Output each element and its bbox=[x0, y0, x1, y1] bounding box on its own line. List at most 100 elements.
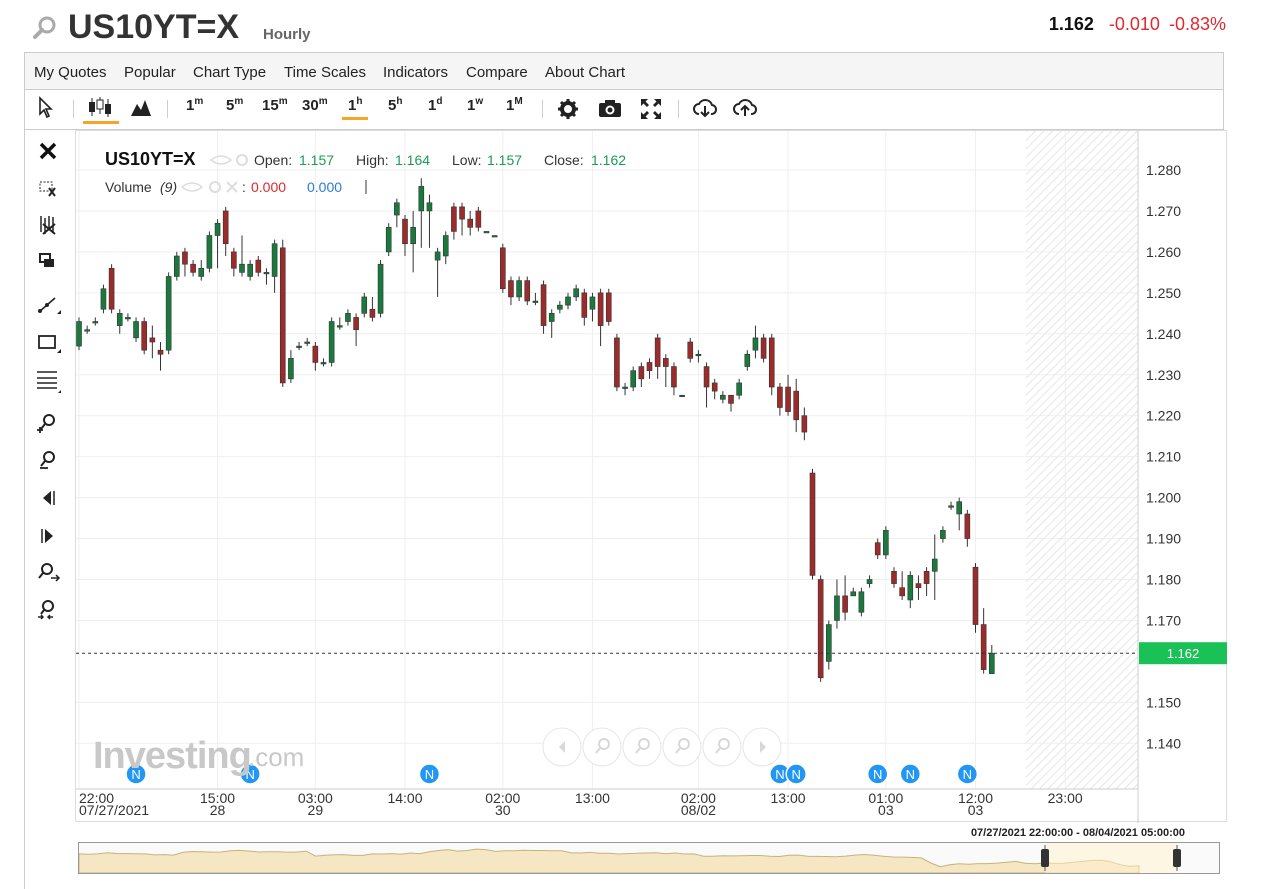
candle-body[interactable] bbox=[940, 530, 946, 539]
candle-body[interactable] bbox=[222, 210, 229, 245]
candle-body[interactable] bbox=[499, 247, 506, 290]
candle-body[interactable] bbox=[263, 272, 270, 275]
candle-body[interactable] bbox=[801, 415, 808, 433]
candle-body[interactable] bbox=[817, 579, 824, 679]
nav-zoom-out-button[interactable] bbox=[622, 727, 662, 767]
candle-body[interactable] bbox=[565, 296, 571, 306]
candle-body[interactable] bbox=[255, 259, 262, 273]
fullscreen-icon[interactable] bbox=[640, 98, 662, 120]
candle-body[interactable] bbox=[809, 472, 816, 576]
candle-body[interactable] bbox=[328, 321, 335, 363]
candle-body[interactable] bbox=[410, 227, 416, 245]
candle-body[interactable] bbox=[736, 382, 742, 396]
candle-body[interactable] bbox=[116, 313, 123, 326]
candle-body[interactable] bbox=[589, 296, 596, 310]
chart-area[interactable]: 1.280 1.270 1.260 1.250 1.240 1.230 1.220 1.210… bbox=[75, 130, 1227, 823]
candle-body[interactable] bbox=[614, 337, 620, 388]
candle-body[interactable] bbox=[353, 317, 359, 331]
area-chart-icon[interactable] bbox=[129, 98, 153, 118]
candle-body[interactable] bbox=[402, 218, 408, 245]
close-icon[interactable] bbox=[35, 138, 61, 164]
candle-body[interactable] bbox=[768, 337, 775, 388]
candle-body[interactable] bbox=[182, 251, 188, 265]
candle-body[interactable] bbox=[695, 353, 702, 357]
candle-body[interactable] bbox=[247, 263, 253, 277]
news-marker[interactable] bbox=[418, 763, 441, 785]
zoom-in-icon[interactable] bbox=[35, 410, 61, 436]
candle-body[interactable] bbox=[459, 206, 465, 220]
candle-body[interactable] bbox=[891, 571, 897, 584]
candle-body[interactable] bbox=[964, 513, 971, 539]
menu-time-scales[interactable]: Time Scales bbox=[284, 64, 366, 81]
candle-body[interactable] bbox=[206, 235, 213, 269]
zoom-out-icon[interactable] bbox=[35, 447, 61, 473]
legend-visibility-eye-icon[interactable] bbox=[209, 155, 233, 165]
layers-icon[interactable] bbox=[35, 249, 61, 275]
candle-body[interactable] bbox=[671, 366, 677, 388]
candle-body[interactable] bbox=[100, 288, 107, 310]
candle-body[interactable] bbox=[907, 575, 914, 601]
trend-line-icon[interactable] bbox=[35, 292, 61, 318]
candle-body[interactable] bbox=[899, 587, 905, 597]
candle-body[interactable] bbox=[377, 263, 384, 314]
candle-body[interactable] bbox=[858, 591, 865, 613]
candle-body[interactable] bbox=[92, 321, 99, 324]
menu-my-quotes[interactable]: My Quotes bbox=[34, 64, 107, 81]
candle-body[interactable] bbox=[394, 202, 400, 216]
menu-about-chart[interactable]: About Chart bbox=[545, 64, 626, 81]
delete-drawings-icon[interactable] bbox=[35, 212, 61, 238]
search-icon[interactable] bbox=[30, 14, 58, 42]
candle-body[interactable] bbox=[703, 366, 710, 388]
candle-body[interactable] bbox=[548, 313, 555, 322]
navigator-overview[interactable] bbox=[78, 843, 1219, 874]
news-marker[interactable] bbox=[125, 763, 147, 785]
nav-zoom-reset-button[interactable] bbox=[702, 727, 742, 767]
candle-body[interactable] bbox=[133, 321, 139, 339]
candle-body[interactable] bbox=[524, 280, 531, 302]
candle-body[interactable] bbox=[174, 255, 180, 277]
candle-body[interactable] bbox=[825, 624, 832, 662]
candle-body[interactable] bbox=[165, 276, 172, 351]
scroll-right-icon[interactable] bbox=[35, 523, 61, 549]
candle-body[interactable] bbox=[336, 325, 343, 328]
candle-body[interactable] bbox=[777, 386, 783, 408]
candle-body[interactable] bbox=[923, 571, 930, 584]
candle-body[interactable] bbox=[931, 558, 938, 572]
candle-body[interactable] bbox=[557, 304, 563, 310]
navigator-left-handle[interactable] bbox=[1041, 845, 1049, 871]
volume-visibility-eye-icon[interactable] bbox=[180, 182, 204, 192]
candle-body[interactable] bbox=[451, 206, 457, 232]
candle-body[interactable] bbox=[842, 595, 848, 613]
upload-cloud-icon[interactable] bbox=[733, 97, 757, 119]
candle-body[interactable] bbox=[662, 358, 669, 367]
volume-remove-icon[interactable] bbox=[226, 181, 238, 193]
rectangle-icon[interactable] bbox=[35, 329, 61, 355]
candle-body[interactable] bbox=[874, 542, 881, 556]
fibonacci-icon[interactable] bbox=[35, 367, 61, 393]
cursor-icon[interactable] bbox=[37, 96, 55, 120]
candle-body[interactable] bbox=[198, 267, 205, 277]
candle-body[interactable] bbox=[597, 292, 604, 326]
timeframe-1m[interactable]: 1m bbox=[186, 96, 204, 114]
news-marker[interactable] bbox=[866, 763, 889, 785]
candle-body[interactable] bbox=[785, 386, 791, 412]
candle-body[interactable] bbox=[361, 296, 368, 314]
nav-zoom-expand-button[interactable] bbox=[662, 727, 702, 767]
candle-body[interactable] bbox=[231, 251, 237, 269]
scroll-left-icon[interactable] bbox=[35, 485, 61, 511]
nav-zoom-in-button[interactable] bbox=[582, 727, 622, 767]
menu-chart-type[interactable]: Chart Type bbox=[193, 64, 267, 81]
candle-body[interactable] bbox=[288, 358, 294, 380]
navigator-right-handle[interactable] bbox=[1173, 845, 1181, 871]
candle-body[interactable] bbox=[467, 218, 474, 228]
zoom-reset-icon[interactable] bbox=[35, 598, 61, 624]
candle-body[interactable] bbox=[483, 231, 490, 234]
candle-body[interactable] bbox=[638, 366, 645, 380]
candle-body[interactable] bbox=[475, 210, 482, 228]
menu-popular[interactable]: Popular bbox=[124, 64, 176, 81]
candle-body[interactable] bbox=[630, 370, 637, 388]
candle-body[interactable] bbox=[320, 362, 327, 365]
candle-body[interactable] bbox=[157, 349, 164, 355]
candle-body[interactable] bbox=[605, 292, 612, 322]
timeframe-1h[interactable]: 1h bbox=[341, 96, 370, 120]
